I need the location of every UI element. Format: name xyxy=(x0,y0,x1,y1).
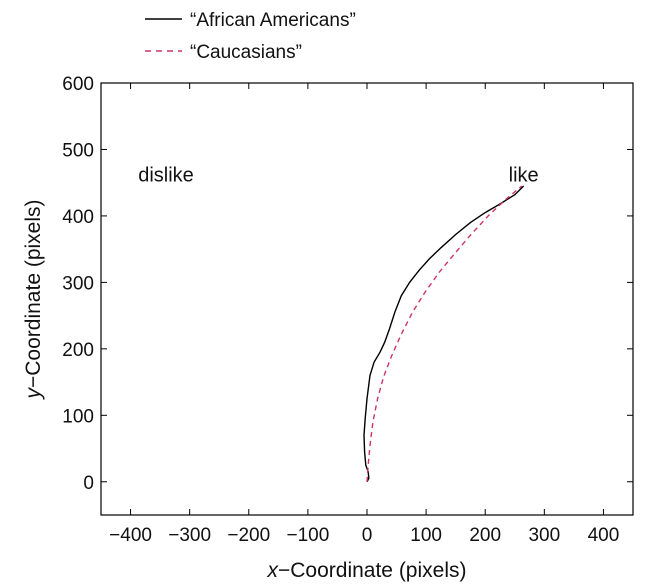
x-tick-label: 300 xyxy=(528,525,560,546)
x-tick-label: 100 xyxy=(410,525,442,546)
x-tick-label: 200 xyxy=(469,525,501,546)
y-tick-label: 600 xyxy=(62,74,94,95)
x-tick-label: −400 xyxy=(109,525,152,546)
y-axis-title: y−Coordinate (pixels) xyxy=(22,199,45,400)
series-line-1 xyxy=(366,185,523,482)
x-tick-label: 400 xyxy=(588,525,620,546)
legend-label-caucasians: “Caucasians” xyxy=(190,42,302,63)
annotation-0: dislike xyxy=(138,165,194,187)
annotations: dislike like xyxy=(138,165,538,187)
legend: “African Americans” “Caucasians” xyxy=(145,10,356,63)
x-tick-label: −100 xyxy=(286,525,329,546)
y-tick-label: 0 xyxy=(83,473,94,494)
axis-ticks xyxy=(101,82,633,515)
y-tick-label: 100 xyxy=(62,406,94,427)
x-tick-label: −300 xyxy=(168,525,211,546)
plot-area xyxy=(100,82,634,516)
annotation-1: like xyxy=(509,165,539,187)
x-tick-label: 0 xyxy=(362,525,373,546)
x-tick-label: −200 xyxy=(227,525,270,546)
x-tick-labels: −400 −300 −200 −100 0 100 200 300 400 xyxy=(109,525,619,546)
y-tick-label: 200 xyxy=(62,340,94,361)
series-lines xyxy=(363,185,525,483)
y-tick-labels: 0 100 200 300 400 500 600 xyxy=(62,74,94,494)
y-tick-label: 400 xyxy=(62,207,94,228)
x-axis-title: x−Coordinate (pixels) xyxy=(266,559,466,582)
series-line-0 xyxy=(363,185,525,483)
y-tick-label: 500 xyxy=(62,140,94,161)
legend-label-african-americans: “African Americans” xyxy=(190,10,356,31)
y-tick-label: 300 xyxy=(62,273,94,294)
